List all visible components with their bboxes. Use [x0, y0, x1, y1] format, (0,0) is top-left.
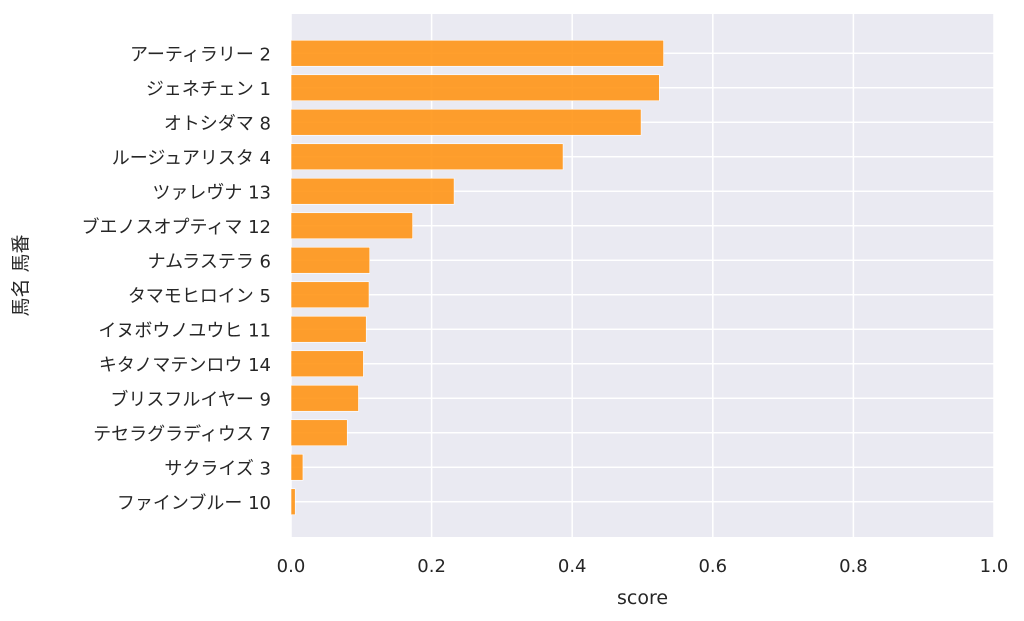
y-tick-label: キタノマテンロウ 14: [99, 355, 271, 376]
x-tick-labels: 0.0 0.2 0.4 0.6 0.8 1.0: [277, 556, 1009, 577]
y-tick-label: ルージュアリスタ 4: [112, 148, 271, 169]
y-tick-label: イヌボウノユウヒ 11: [98, 320, 271, 341]
bars: [290, 39, 664, 516]
bar: [290, 350, 364, 378]
bar: [290, 143, 564, 171]
x-tick-label: 1.0: [980, 556, 1009, 577]
x-tick-label: 0.6: [698, 556, 727, 577]
plot-area: [291, 14, 994, 537]
bar: [290, 177, 455, 205]
y-tick-label: ナムラステラ 6: [148, 251, 271, 272]
y-tick-label: テセラグラディウス 7: [93, 424, 271, 445]
x-tick-label: 0.4: [558, 556, 587, 577]
bar: [290, 281, 370, 309]
y-tick-label: タマモヒロイン 5: [128, 286, 271, 307]
y-tick-label: サクライズ 3: [164, 458, 271, 479]
x-axis-label: score: [617, 587, 668, 609]
bar: [290, 108, 642, 136]
y-tick-label: ツァレヴナ 13: [152, 182, 271, 203]
x-tick-label: 0.2: [417, 556, 446, 577]
bar: [290, 384, 359, 412]
x-tick-label: 0.8: [839, 556, 868, 577]
bar: [290, 315, 367, 343]
y-tick-label: ファインブルー 10: [117, 492, 271, 514]
y-tick-label: オトシダマ 8: [164, 113, 271, 134]
bar: [290, 74, 660, 102]
y-tick-label: ブエノスオプティマ 12: [81, 216, 271, 238]
bar: [290, 39, 664, 67]
y-tick-label: ブリスフルイヤー 9: [110, 388, 271, 410]
bar: [290, 246, 371, 274]
bar: [290, 488, 296, 516]
bar: [290, 212, 413, 240]
y-tick-labels: アーティラリー 2 ジェネチェン 1 オトシダマ 8 ルージュアリスタ 4 ツァレヴナ …: [81, 44, 271, 514]
y-tick-label: アーティラリー 2: [130, 44, 271, 65]
bar: [290, 453, 304, 481]
bar: [290, 419, 348, 447]
y-axis-label: 馬名 馬番: [10, 234, 32, 316]
y-tick-label: ジェネチェン 1: [146, 79, 271, 100]
x-tick-label: 0.0: [277, 556, 306, 577]
